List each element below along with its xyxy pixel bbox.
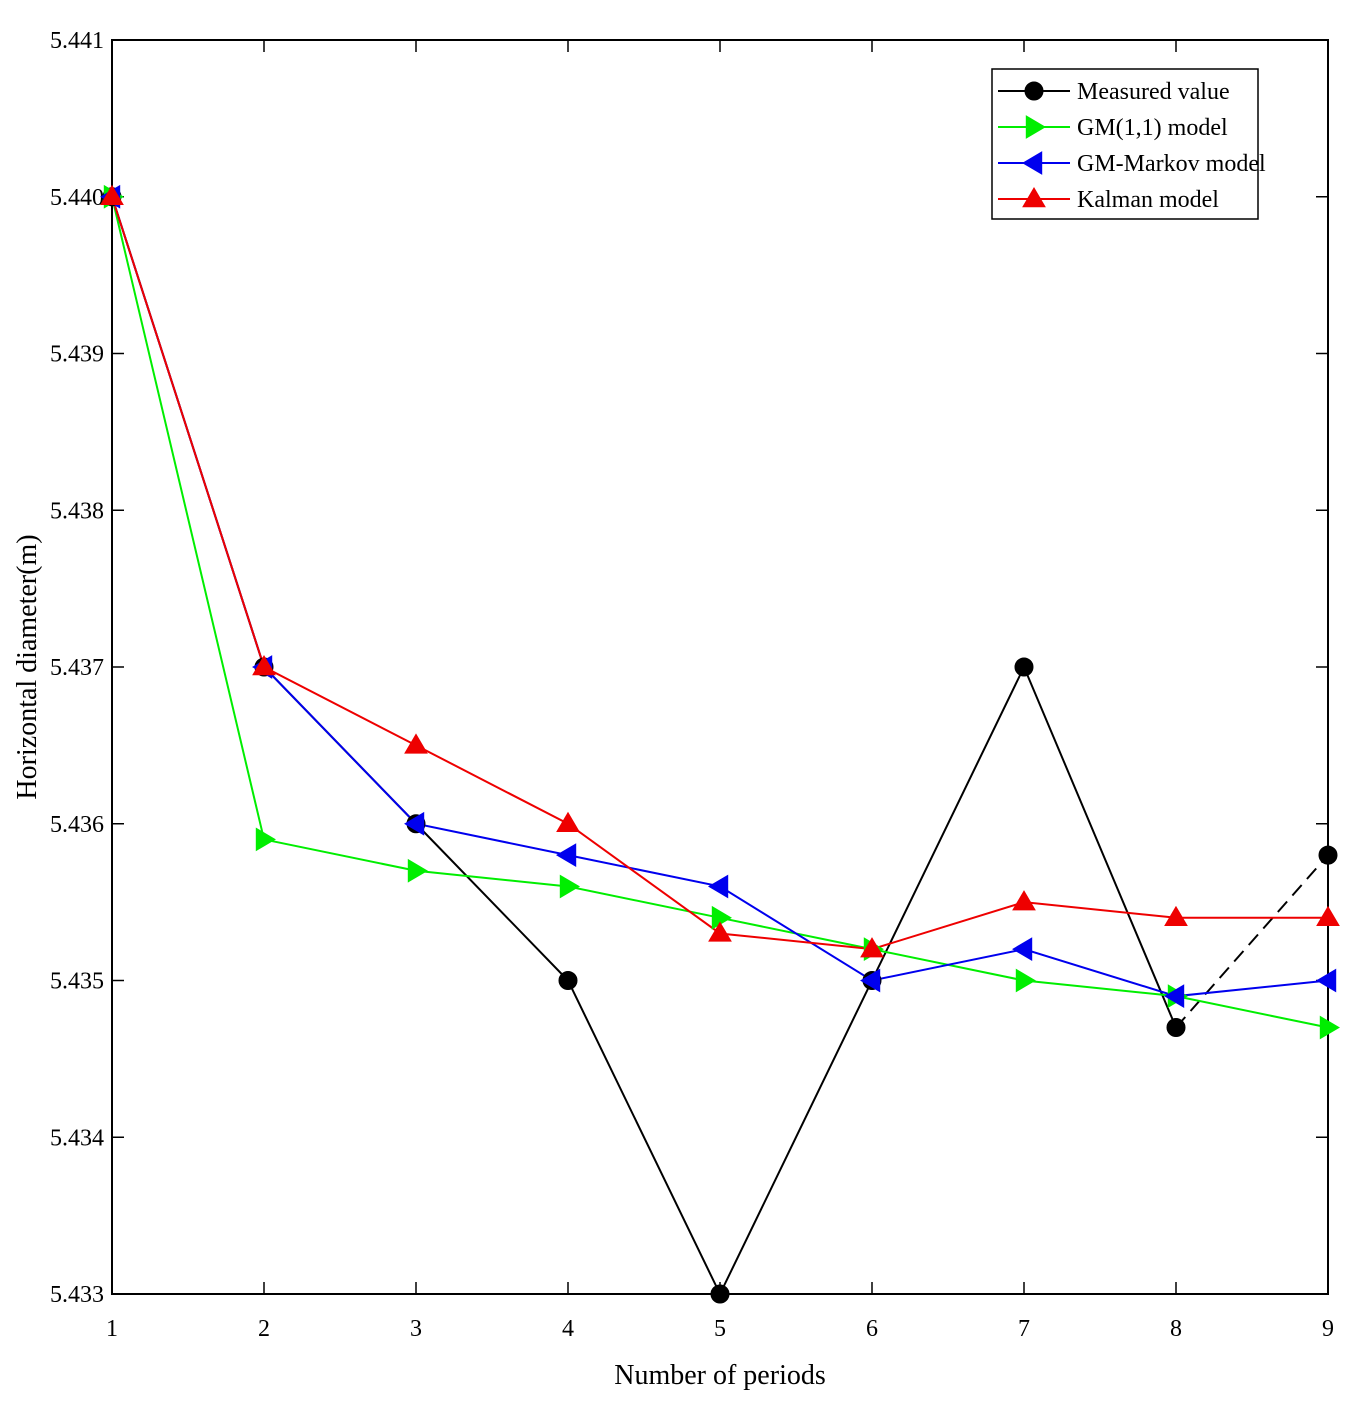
gm-markov-model-point — [860, 968, 881, 993]
legend-marker — [1024, 81, 1044, 101]
measured-value-forecast-line — [1175, 854, 1329, 1029]
kalman-model-point — [252, 655, 276, 676]
axis-ticks — [111, 39, 1329, 1295]
gm-1-1-model-point — [1319, 1015, 1340, 1040]
measured-value-point — [1318, 845, 1338, 865]
x-tick-label: 5 — [714, 1316, 726, 1342]
y-tick-label: 5.435 — [50, 969, 104, 995]
legend-label-measured-value: Measured value — [1077, 79, 1230, 105]
legend-label-gm-markov-model: GM-Markov model — [1077, 151, 1266, 177]
gm-markov-model-point — [404, 811, 425, 836]
measured-value-point — [558, 971, 578, 990]
x-axis-title: Number of periods — [614, 1360, 826, 1391]
gm-1-1-model-point — [255, 827, 276, 852]
x-tick-label: 1 — [106, 1316, 118, 1342]
gm-1-1-model-point — [711, 905, 732, 930]
kalman-model-point — [556, 811, 580, 832]
gm-1-1-model-point — [559, 874, 580, 899]
gm-markov-model-point — [1164, 984, 1185, 1009]
kalman-model-line — [111, 196, 1328, 951]
gm-markov-model-point — [708, 874, 729, 899]
kalman-model-point — [1164, 905, 1188, 926]
kalman-model-point — [1316, 905, 1340, 926]
x-tick-label: 4 — [562, 1316, 574, 1342]
series-lines — [111, 196, 1329, 1297]
kalman-model-point — [708, 921, 732, 942]
y-tick-label: 5.433 — [50, 1282, 104, 1308]
legend-label-gm-1-1-model: GM(1,1) model — [1077, 115, 1228, 141]
kalman-model-point — [404, 733, 428, 754]
gm-1-1-model-point — [407, 858, 428, 883]
kalman-model-point — [100, 184, 124, 205]
legend-marker — [1025, 115, 1046, 139]
gm-1-1-model-point — [1015, 968, 1036, 993]
x-tick-label: 6 — [866, 1316, 878, 1342]
gm-markov-model-point — [1012, 937, 1033, 962]
gm-1-1-model-line — [111, 196, 1329, 1029]
y-tick-label: 5.441 — [50, 28, 104, 54]
legend-marker — [1022, 151, 1043, 175]
plot-frame — [111, 39, 1329, 1295]
x-tick-label: 8 — [1170, 1316, 1182, 1342]
gm-markov-model-point — [556, 843, 577, 867]
y-tick-label: 5.438 — [50, 498, 104, 524]
y-tick-label: 5.437 — [50, 655, 104, 681]
y-axis-title: Horizontal diameter(m) — [12, 534, 43, 799]
measured-value-point — [1166, 1018, 1186, 1038]
measured-value-line — [111, 196, 1177, 1297]
x-tick-label: 7 — [1018, 1316, 1030, 1342]
y-tick-label: 5.434 — [50, 1125, 104, 1151]
gm-markov-model-point — [1316, 968, 1337, 993]
x-tick-label: 3 — [410, 1316, 422, 1342]
legend-label-kalman-model: Kalman model — [1077, 187, 1219, 213]
series-markers — [100, 184, 1340, 1304]
gm-markov-model-line — [111, 196, 1329, 998]
y-tick-label: 5.440 — [50, 185, 104, 211]
kalman-model-point — [1012, 890, 1036, 911]
measured-value-point — [710, 1284, 730, 1304]
x-tick-label: 2 — [258, 1316, 270, 1342]
y-tick-label: 5.439 — [50, 342, 104, 368]
y-tick-label: 5.436 — [50, 812, 104, 838]
axis-tick-labels: 1 2 3 4 5 6 7 8 9 5.433 5.434 5.435 5.436 5.437 5.438 5… — [50, 28, 1334, 1342]
measured-value-point — [1014, 657, 1034, 677]
kalman-model-point — [860, 937, 884, 958]
x-tick-label: 9 — [1322, 1316, 1334, 1342]
legend: Measured value GM(1,1) model GM-Markov mod… — [991, 68, 1266, 220]
legend-marker — [1022, 187, 1046, 208]
